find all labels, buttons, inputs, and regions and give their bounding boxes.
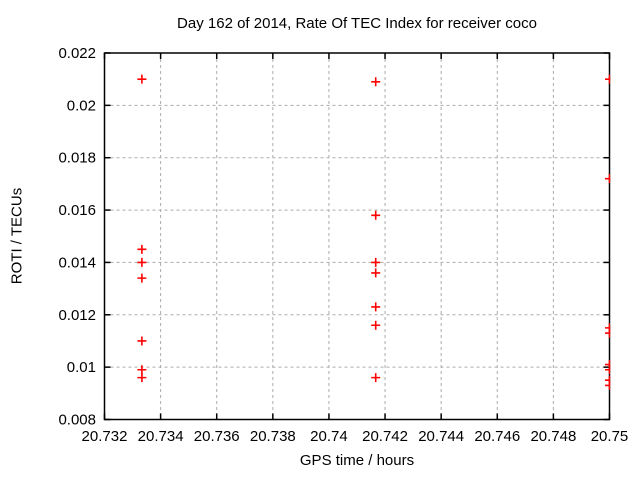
data-point-marker <box>371 257 381 267</box>
data-point-marker <box>137 373 147 383</box>
y-tick-label: 0.01 <box>67 359 96 376</box>
data-point-marker <box>137 74 147 84</box>
data-point-marker <box>137 336 147 346</box>
data-point-group <box>137 74 611 390</box>
data-point-marker <box>605 328 611 338</box>
data-point-marker <box>371 373 381 383</box>
data-point-marker <box>371 77 381 87</box>
data-point-marker <box>371 320 381 330</box>
x-tick-label-group: 20.732 20.734 20.736 20.738 20.74 20.742 20.74… <box>82 428 629 445</box>
gridline-group <box>104 53 610 420</box>
x-tick-label: 20.732 <box>82 428 128 445</box>
y-tick-label: 0.016 <box>58 202 96 219</box>
x-tick-label: 20.744 <box>418 428 464 445</box>
y-tick-label-group: 0.008 0.01 0.012 0.014 0.016 0.018 0.02 0.022 <box>58 45 96 429</box>
x-tick-label: 20.734 <box>138 428 184 445</box>
x-tick-label: 20.742 <box>362 428 408 445</box>
x-tick-label: 20.74 <box>310 428 348 445</box>
data-point-marker <box>371 302 381 312</box>
x-tick-label: 20.738 <box>250 428 296 445</box>
y-tick-label: 0.014 <box>58 254 96 271</box>
x-tick-label: 20.748 <box>530 428 576 445</box>
data-point-marker <box>137 244 147 254</box>
x-tick-label: 20.75 <box>591 428 629 445</box>
data-point-marker <box>371 268 381 278</box>
y-tick-label: 0.018 <box>58 150 96 167</box>
data-point-marker <box>137 273 147 283</box>
chart-title: Day 162 of 2014, Rate Of TEC Index for r… <box>177 15 537 32</box>
data-point-marker <box>137 257 147 267</box>
data-point-marker <box>605 174 611 184</box>
data-point-marker <box>605 380 611 390</box>
plot-frame <box>103 52 611 421</box>
y-tick-label: 0.022 <box>58 45 96 62</box>
data-point-marker <box>605 74 611 84</box>
y-tick-label: 0.012 <box>58 307 96 324</box>
x-tick-label: 20.736 <box>194 428 240 445</box>
data-point-marker <box>137 365 147 375</box>
tick-mark-group <box>103 52 611 421</box>
data-point-marker <box>605 365 611 375</box>
x-axis-label: GPS time / hours <box>299 452 415 469</box>
x-tick-label: 20.746 <box>474 428 520 445</box>
data-point-marker <box>371 210 381 220</box>
y-tick-label: 0.02 <box>67 97 96 114</box>
y-axis-label: ROTI / TECUs <box>8 187 26 285</box>
y-tick-label: 0.008 <box>58 412 96 429</box>
